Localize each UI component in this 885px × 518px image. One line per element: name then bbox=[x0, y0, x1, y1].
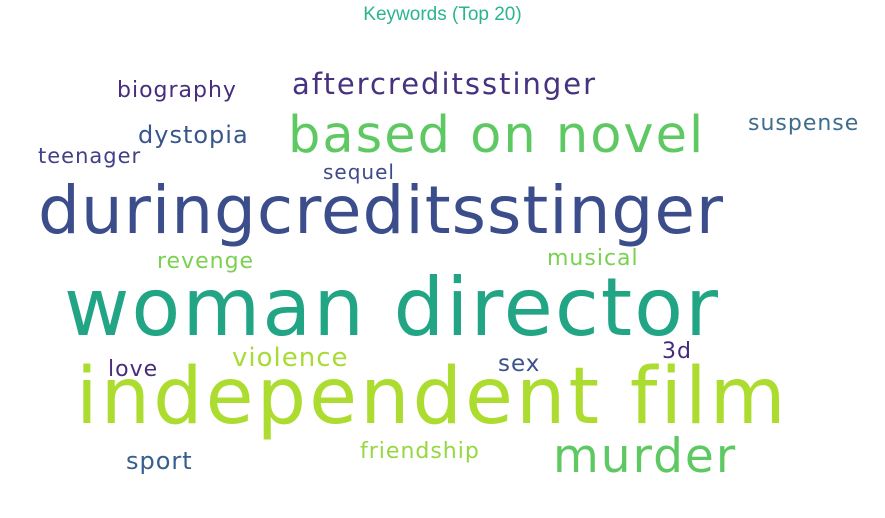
word-suspense: suspense bbox=[748, 111, 860, 136]
word-dystopia: dystopia bbox=[138, 121, 249, 149]
word-murder: murder bbox=[553, 429, 738, 484]
word-violence: violence bbox=[232, 343, 349, 373]
word-biography: biography bbox=[117, 78, 237, 103]
word-sequel: sequel bbox=[323, 160, 395, 184]
word-revenge: revenge bbox=[157, 249, 255, 274]
word-teenager: teenager bbox=[38, 144, 142, 168]
word-independent-film: independent film bbox=[76, 352, 789, 442]
word-3d: 3d bbox=[662, 339, 692, 364]
word-friendship: friendship bbox=[360, 439, 480, 464]
word-woman-director: woman director bbox=[64, 261, 721, 354]
word-love: love bbox=[108, 357, 159, 382]
word-duringcreditsstinger: duringcreditsstinger bbox=[38, 172, 725, 249]
word-based-on-novel: based on novel bbox=[288, 106, 706, 165]
word-sex: sex bbox=[498, 351, 541, 377]
word-aftercreditsstinger: aftercreditsstinger bbox=[292, 67, 598, 101]
word-sport: sport bbox=[126, 447, 193, 475]
word-musical: musical bbox=[547, 246, 639, 271]
chart-title: Keywords (Top 20) bbox=[363, 4, 522, 25]
